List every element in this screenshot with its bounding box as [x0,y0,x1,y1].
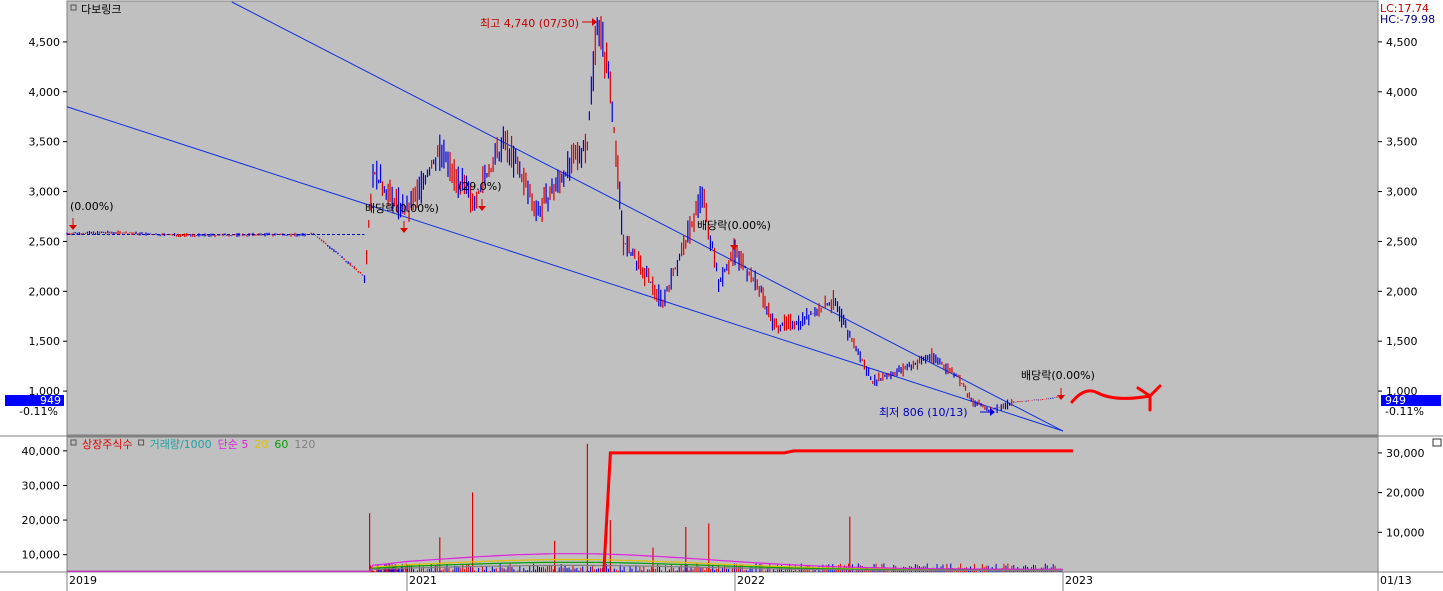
annotation-dividend: 배당락(0.00%) [365,202,439,215]
legend-entry: 상장주식수 [82,438,133,451]
price-tick-left: 2,500 [29,235,61,248]
volume-tick-left: 40,000 [22,445,61,458]
lc-indicator: LC:17.74 [1380,2,1429,15]
ma5-line [67,553,1063,572]
hc-indicator: HC:-79.98 [1380,13,1435,26]
price-tick-right: 2,000 [1386,285,1418,298]
price-tick-left: 2,000 [29,285,61,298]
annotation-arrowhead [730,245,738,250]
annotation-arrowhead [69,225,77,230]
price-tick-left: 3,500 [29,136,61,149]
price-tick-left: 1,000 [29,385,61,398]
annotation-dividend: 배당락(0.00%) [1021,369,1095,382]
current-price-right: 949 [1385,394,1406,407]
annotation-arrowhead [592,18,597,26]
x-tick: 2021 [409,574,437,587]
legend-entry: 20 [254,438,268,451]
annotation-arrowhead [990,408,995,416]
annotation-arrowhead [478,206,486,211]
x-tick: 2023 [1065,574,1093,587]
legend-entry: 단순 5 [218,438,249,451]
chart-title: 다보링크 [81,3,121,16]
price-tick-right: 3,500 [1386,136,1418,149]
volume-plot-area[interactable] [66,436,1379,573]
volume-tick-left: 10,000 [22,549,61,562]
price-tick-right: 4,000 [1386,86,1418,99]
trendline-upper [231,1,1064,432]
price-tick-left: 4,500 [29,36,61,49]
price-tick-right: 2,500 [1386,235,1418,248]
annotation-arrowhead [1057,395,1065,400]
price-tick-right: 3,000 [1386,186,1418,199]
hand-drawn-arrow [1070,384,1162,412]
annotation-dividend: (29.0%) [458,180,502,193]
price-tick-right: 1,500 [1386,335,1418,348]
price-tick-left: 3,000 [29,186,61,199]
annotation-dividend: (0.00%) [70,200,114,213]
annotation-high: 최고 4,740 (07/30) [480,17,579,30]
change-right: -0.11% [1385,405,1424,418]
price-plot-area[interactable] [66,0,1379,436]
annotation-low: 최저 806 (10/13) [879,406,968,419]
panel-close-icon[interactable] [1432,438,1442,447]
current-price-left: 949 [40,394,61,407]
legend-entry: 거래량/1000 [150,438,212,451]
annotation-arrowhead [400,228,408,233]
price-tick-left: 4,000 [29,86,61,99]
change-left: -0.11% [19,405,58,418]
volume-tick-right: 10,000 [1386,526,1425,539]
trendline-lower [66,106,1064,432]
legend-entry: 120 [294,438,315,451]
volume-legend: 상장주식수 거래량/1000 단순 5 20 60 120 [70,438,315,451]
legend-entry: 60 [274,438,288,451]
x-tick: 01/13 [1380,574,1412,587]
listed-shares-line [602,449,1073,573]
volume-tick-left: 30,000 [22,479,61,492]
price-tick-left: 1,500 [29,335,61,348]
volume-tick-right: 20,000 [1386,487,1425,500]
x-tick: 2019 [69,574,97,587]
annotation-dividend: 배당락(0.00%) [697,219,771,232]
price-tick-right: 1,000 [1386,385,1418,398]
volume-tick-right: 30,000 [1386,447,1425,460]
price-tick-right: 4,500 [1386,36,1418,49]
volume-tick-left: 20,000 [22,514,61,527]
x-tick: 2022 [737,574,765,587]
